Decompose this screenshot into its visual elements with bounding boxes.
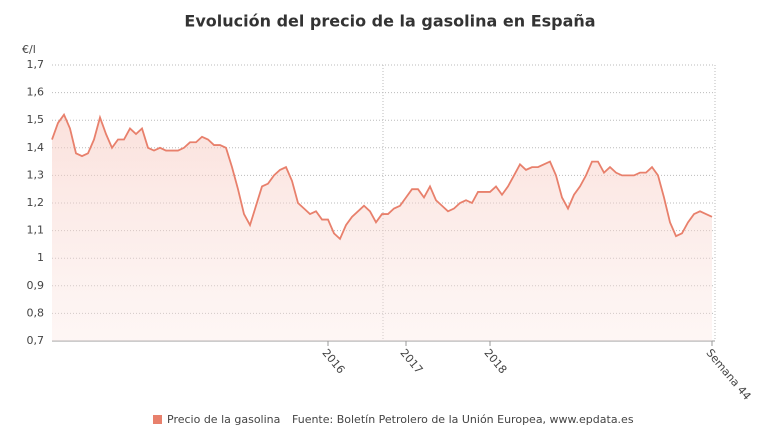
y-tick-label: 1,2 [27,196,45,209]
chart-title: Evolución del precio de la gasolina en E… [184,12,595,31]
y-tick-label: 0,8 [27,306,45,319]
x-tick-label: Semana 44 [703,347,753,403]
y-tick-label: 0,7 [27,334,45,347]
line [51,112,713,241]
y-axis-label: €/l [22,43,36,56]
x-tick-label: 2016 [319,347,347,377]
legend-label: Precio de la gasolina [167,413,280,426]
source: Fuente: Boletín Petrolero de la Unión Eu… [292,413,634,426]
y-tick-label: 0,9 [27,279,45,292]
area [52,114,712,342]
x-tick-label: 2018 [481,347,509,377]
y-tick-label: 1,7 [27,58,45,71]
x-tick-label: 2017 [397,347,425,377]
legend-swatch [153,415,162,424]
y-tick-label: 1,6 [27,86,45,99]
y-tick-label: 1 [37,251,44,264]
y-tick-label: 1,3 [27,168,45,181]
y-tick-label: 1,5 [27,113,45,126]
y-tick-label: 1,4 [27,141,45,154]
y-tick-label: 1,1 [27,224,45,237]
